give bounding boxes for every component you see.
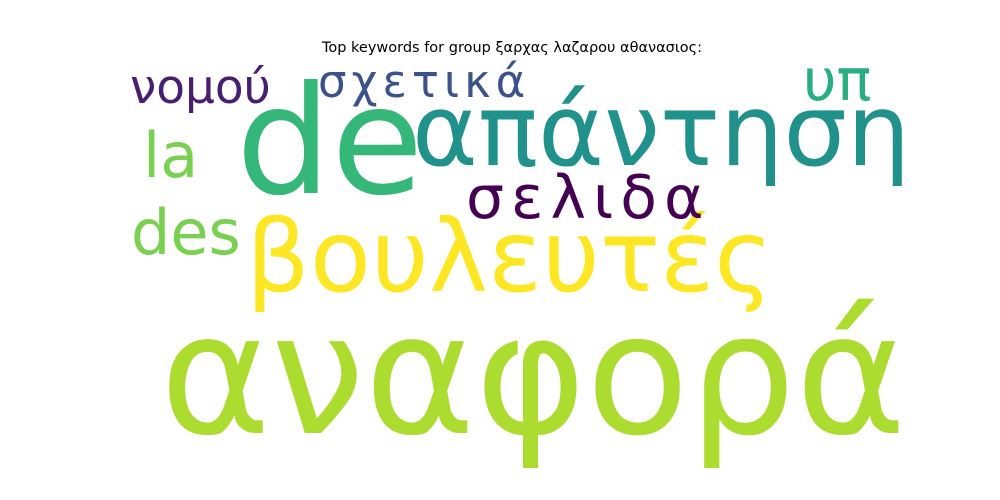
word-9: la [143, 119, 198, 192]
word-4: απάντηση [412, 72, 910, 189]
word-5: σελιδα [466, 163, 711, 233]
word-7: σχετικά [318, 55, 530, 108]
chart-title: Top keywords for group ξαρχας λαζαρου αθ… [321, 40, 702, 56]
word-1: αναφορά [160, 277, 906, 473]
word-6: νομού [130, 60, 271, 115]
word-8: υπ [803, 46, 871, 114]
word-2: de [236, 55, 424, 229]
word-10: des [131, 196, 241, 269]
word-3: βουλευτές [246, 198, 773, 315]
